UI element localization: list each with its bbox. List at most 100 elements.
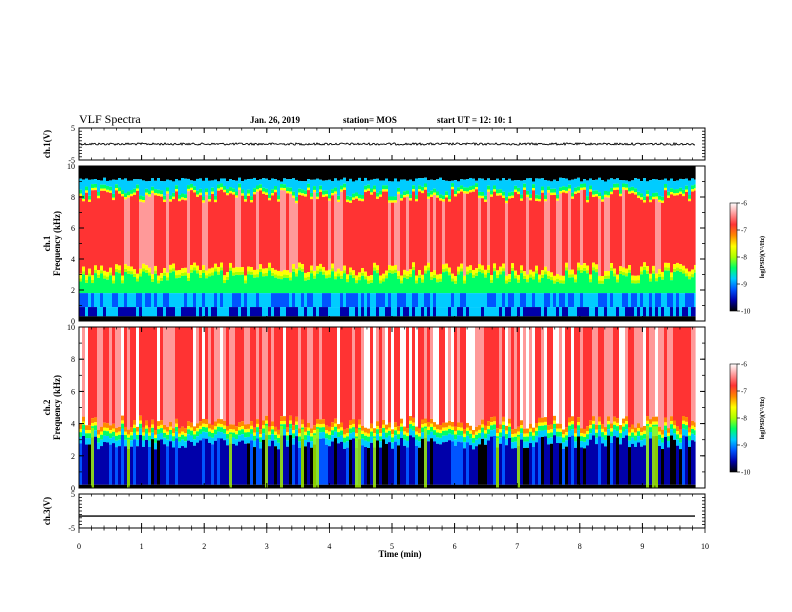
ch2-colorbar: -6 -7 -8 -9 -10 log(PSD)(V²/Hz) bbox=[729, 361, 766, 477]
spectrogram-column bbox=[253, 166, 256, 321]
spectrogram-column bbox=[541, 327, 544, 488]
spectrogram-column bbox=[88, 327, 91, 488]
spectrogram-column bbox=[520, 166, 523, 321]
y-tick-label: -5 bbox=[68, 156, 75, 165]
spectrogram-column bbox=[421, 327, 424, 488]
spectrogram-column bbox=[688, 327, 691, 488]
spectrogram-column bbox=[337, 327, 340, 488]
spectrogram-column bbox=[673, 327, 676, 488]
spectrogram-column bbox=[130, 166, 133, 321]
spectrogram-column bbox=[637, 166, 640, 321]
spectrogram-column bbox=[655, 166, 658, 321]
y-tick-label: 0 bbox=[71, 317, 75, 326]
spectrogram-column bbox=[643, 166, 646, 321]
spectrogram-column bbox=[667, 166, 670, 321]
spectrogram-column bbox=[247, 327, 250, 488]
spectrogram-column bbox=[628, 327, 631, 488]
spectrogram-column bbox=[427, 166, 430, 321]
y-tick-label: 0 bbox=[71, 484, 75, 493]
spectrogram-column bbox=[208, 327, 211, 488]
ch1-waveform-panel: 5 -5 ch.1(V) bbox=[42, 124, 706, 165]
spectrogram-column bbox=[295, 166, 298, 321]
colorbar-scale bbox=[729, 363, 738, 473]
spectrogram-column bbox=[640, 327, 643, 488]
spectrogram-column bbox=[487, 327, 490, 488]
spectrogram-column bbox=[400, 166, 403, 321]
spectrogram-column bbox=[259, 166, 262, 321]
colorbar-tick-label: -9 bbox=[741, 442, 747, 450]
spectrogram-column bbox=[94, 166, 97, 321]
spectrogram-column bbox=[442, 166, 445, 321]
spectrogram-column bbox=[292, 166, 295, 321]
y-tick-label: 2 bbox=[71, 452, 75, 461]
spectrogram-column bbox=[529, 327, 532, 488]
spectrogram-column bbox=[172, 166, 175, 321]
spectrogram-column bbox=[220, 166, 223, 321]
spectrogram-column bbox=[367, 327, 370, 488]
spectrogram-column bbox=[244, 327, 247, 488]
spectrogram-column bbox=[565, 327, 568, 488]
spectrogram-column bbox=[298, 166, 301, 321]
spectrogram-column bbox=[532, 166, 535, 321]
spectrogram-column bbox=[106, 327, 109, 488]
spectrogram-column bbox=[490, 166, 493, 321]
spectrogram-column bbox=[193, 166, 196, 321]
spectrogram-column bbox=[400, 327, 403, 488]
spectrogram-column bbox=[238, 327, 241, 488]
spectrogram-column bbox=[379, 327, 382, 488]
spectrogram-column bbox=[430, 166, 433, 321]
spectrogram-column bbox=[121, 166, 124, 321]
spectrogram-column bbox=[283, 166, 286, 321]
colorbar-tick-label: -7 bbox=[741, 388, 747, 396]
spectrogram-column bbox=[553, 327, 556, 488]
panel-frame bbox=[78, 493, 706, 529]
spectrogram-column bbox=[565, 166, 568, 321]
spectrogram-column bbox=[532, 327, 535, 488]
spectrogram-column bbox=[385, 166, 388, 321]
spectrogram-column bbox=[493, 166, 496, 321]
spectrogram-column bbox=[448, 166, 451, 321]
spectrogram-column bbox=[343, 166, 346, 321]
spectrogram-column bbox=[136, 327, 139, 488]
y-tick-label: 10 bbox=[67, 162, 75, 171]
spectrogram-column bbox=[214, 327, 217, 488]
spectrogram-column bbox=[256, 327, 259, 488]
spectrogram-column bbox=[574, 327, 577, 488]
spectrogram-column bbox=[598, 327, 601, 488]
spectrogram-column bbox=[424, 327, 427, 488]
spectrogram-column bbox=[421, 166, 424, 321]
spectrogram-column bbox=[550, 166, 553, 321]
spectrogram-column bbox=[292, 327, 295, 488]
spectrogram-column bbox=[247, 166, 250, 321]
x-tick-label: 3 bbox=[265, 542, 269, 551]
spectrogram-column bbox=[271, 327, 274, 488]
spectrogram-column bbox=[685, 166, 688, 321]
spectrogram-column bbox=[583, 327, 586, 488]
colorbar-scale bbox=[729, 202, 738, 312]
ch2-spectrogram-panel: 0 2 4 6 8 10 ch.2 Frequency (kHz) bbox=[42, 323, 706, 493]
spectrogram-column bbox=[310, 166, 313, 321]
spectrogram-column bbox=[265, 327, 268, 488]
spectrogram-column bbox=[604, 327, 607, 488]
spectrogram-column bbox=[133, 327, 136, 488]
spectrogram-column bbox=[544, 327, 547, 488]
spectrogram-column bbox=[166, 327, 169, 488]
spectrogram-column bbox=[439, 166, 442, 321]
spectrogram-column bbox=[154, 327, 157, 488]
spectrogram-column bbox=[349, 166, 352, 321]
spectrogram-column bbox=[301, 327, 304, 488]
spectrogram-column bbox=[388, 327, 391, 488]
spectrogram-column bbox=[280, 166, 283, 321]
spectrogram-column bbox=[265, 166, 268, 321]
spectrogram-column bbox=[361, 166, 364, 321]
spectrogram-column bbox=[463, 166, 466, 321]
spectrogram-column bbox=[331, 327, 334, 488]
spectrogram-column bbox=[355, 166, 358, 321]
y-tick-label: 5 bbox=[71, 124, 75, 133]
spectrogram-column bbox=[418, 327, 421, 488]
spectrogram-column bbox=[232, 166, 235, 321]
spectrogram-column bbox=[184, 166, 187, 321]
x-tick-label: 1 bbox=[140, 542, 144, 551]
spectrogram-column bbox=[619, 327, 622, 488]
spectrogram-column bbox=[568, 166, 571, 321]
